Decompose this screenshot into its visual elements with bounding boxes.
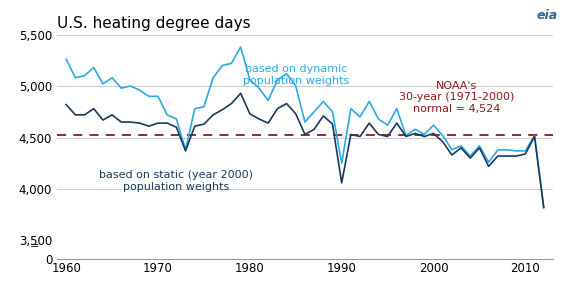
Text: based on static (year 2000)
population weights: based on static (year 2000) population w… bbox=[99, 170, 254, 192]
Text: eia: eia bbox=[537, 9, 558, 22]
Text: NOAA's
30-year (1971-2000)
normal = 4,524: NOAA's 30-year (1971-2000) normal = 4,52… bbox=[399, 81, 514, 114]
Text: U.S. heating degree days: U.S. heating degree days bbox=[57, 16, 251, 31]
Text: =: = bbox=[30, 241, 39, 251]
Text: based on dynamic
population weights: based on dynamic population weights bbox=[243, 65, 349, 86]
